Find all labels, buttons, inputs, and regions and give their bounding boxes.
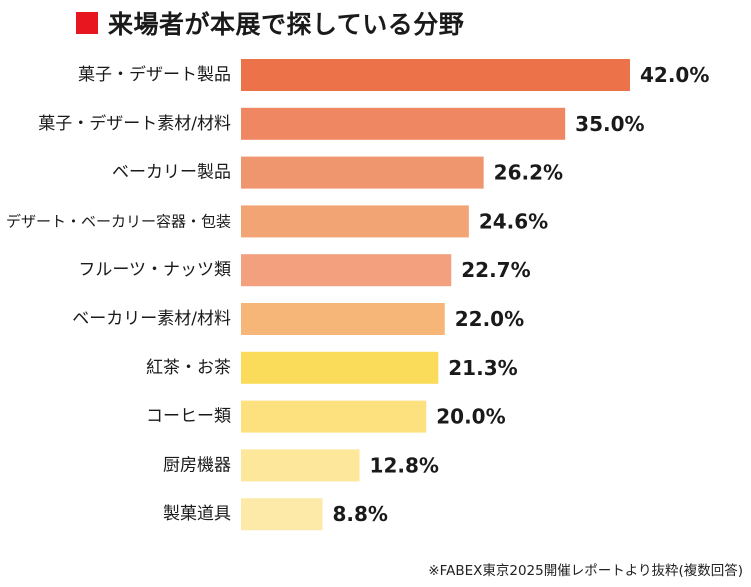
value-label: 12.8%: [370, 453, 439, 477]
value-label: 24.6%: [479, 209, 548, 233]
value-label: 21.3%: [448, 356, 517, 380]
bar: [241, 254, 452, 287]
bar: [241, 351, 439, 384]
value-label: 22.0%: [455, 307, 524, 331]
bar: [241, 59, 630, 91]
category-label: ベーカリー素材/材料: [72, 309, 231, 329]
value-label: 42.0%: [640, 63, 709, 87]
bar: [241, 156, 484, 189]
title-square-icon: [76, 12, 98, 34]
category-label: 菓子・デザート製品: [78, 64, 231, 85]
chart-title: 来場者が本展で探している分野: [108, 10, 465, 39]
category-label: 紅茶・お茶: [146, 358, 231, 378]
category-label: 厨房機器: [163, 455, 231, 475]
bar: [241, 107, 566, 140]
value-label: 22.7%: [461, 258, 530, 282]
category-label: フルーツ・ナッツ類: [78, 260, 231, 280]
value-label: 35.0%: [575, 112, 644, 136]
category-label: 菓子・デザート素材/材料: [38, 113, 231, 134]
bar: [241, 400, 427, 433]
category-label: 製菓道具: [163, 504, 231, 524]
bar: [241, 303, 445, 335]
bar: [241, 205, 469, 238]
value-label: 8.8%: [333, 502, 388, 526]
category-label: デザート・ベーカリー容器・包装: [6, 212, 231, 230]
value-label: 20.0%: [436, 405, 505, 429]
source-note: ※FABEX東京2025開催レポートより抜粋(複数回答): [428, 563, 743, 579]
category-label: コーヒー類: [146, 407, 231, 427]
bar: [241, 449, 360, 482]
chart-title-group: 来場者が本展で探している分野: [76, 6, 464, 40]
value-label: 26.2%: [494, 161, 563, 185]
bar: [241, 498, 323, 531]
category-label: ベーカリー製品: [112, 163, 231, 183]
